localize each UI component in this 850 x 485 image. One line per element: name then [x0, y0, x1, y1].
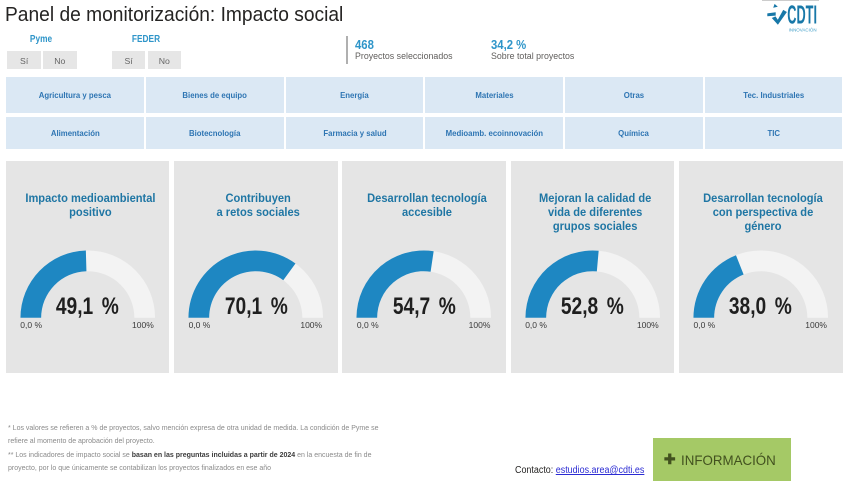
svg-text:INNOVACIÓN: INNOVACIÓN	[789, 27, 817, 34]
svg-text:CDTI: CDTI	[787, 1, 817, 29]
